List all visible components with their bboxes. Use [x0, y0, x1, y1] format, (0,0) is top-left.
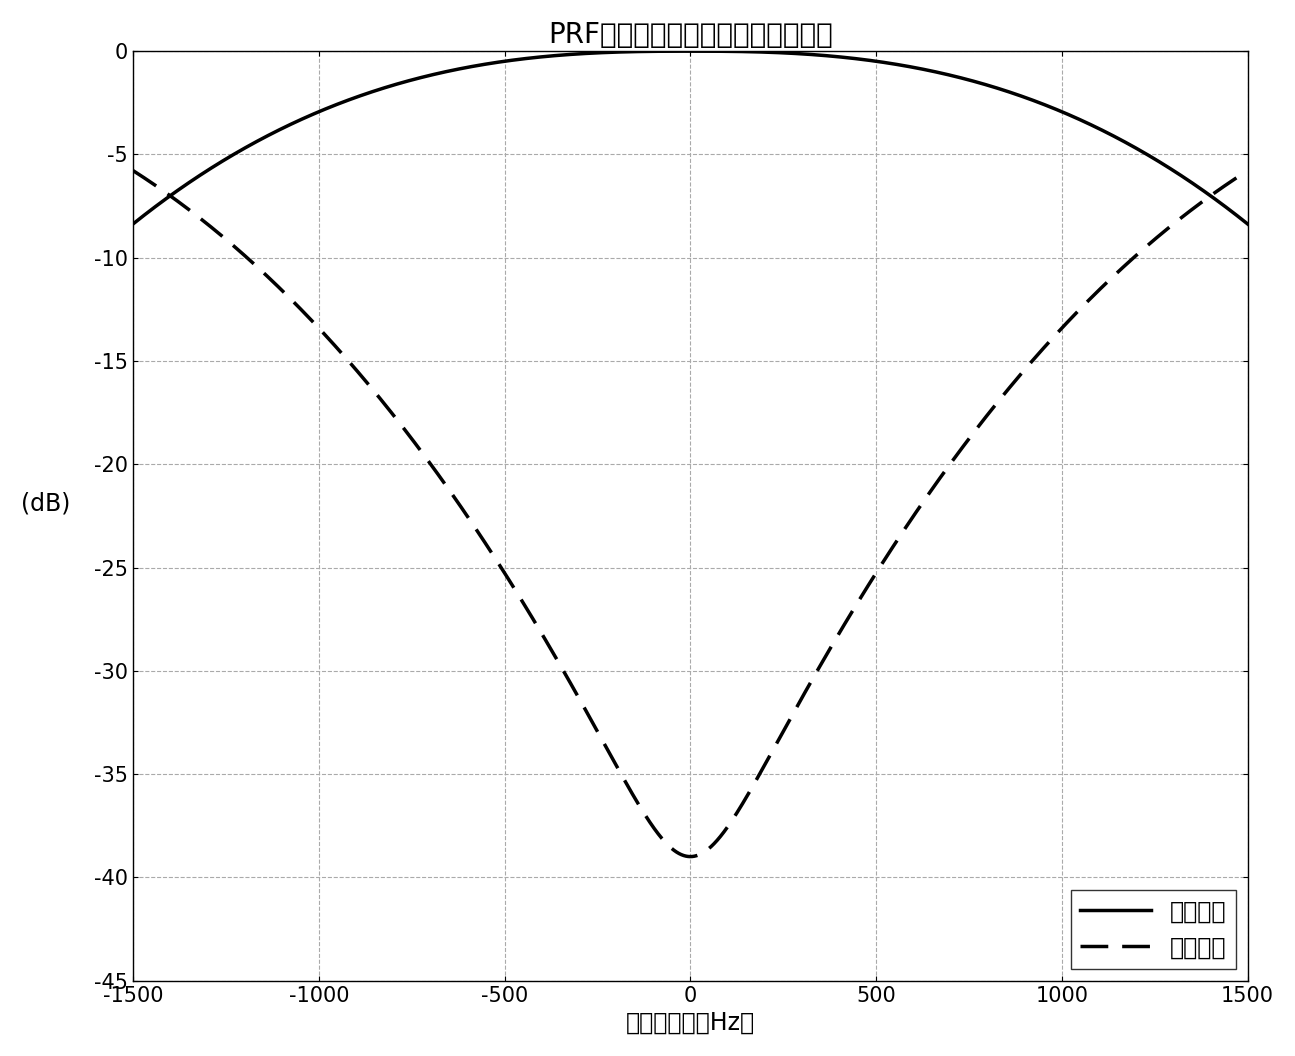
主瓣信号	[1239, 218, 1255, 230]
X-axis label: 多普勒频率（Hz）: 多普勒频率（Hz）	[625, 1012, 755, 1035]
Line: 模糊信号: 模糊信号	[133, 171, 1247, 856]
模糊信号	[796, 687, 812, 700]
模糊信号	[953, 444, 969, 456]
主瓣信号	[394, 76, 409, 89]
模糊信号	[394, 418, 409, 431]
主瓣信号	[796, 48, 812, 60]
Legend: 主瓣信号, 模糊信号: 主瓣信号, 模糊信号	[1071, 890, 1235, 969]
主瓣信号	[953, 72, 969, 84]
主瓣信号	[126, 218, 141, 230]
Title: PRF内天线主瓣信号及模糊信号分布: PRF内天线主瓣信号及模糊信号分布	[548, 21, 833, 49]
模糊信号	[1239, 165, 1255, 177]
模糊信号	[126, 165, 141, 177]
模糊信号	[552, 658, 567, 671]
模糊信号	[201, 219, 216, 231]
模糊信号	[730, 805, 746, 817]
主瓣信号	[201, 164, 216, 176]
主瓣信号	[552, 49, 567, 61]
Line: 主瓣信号: 主瓣信号	[133, 51, 1247, 224]
主瓣信号	[730, 45, 746, 58]
模糊信号	[682, 850, 698, 863]
主瓣信号	[682, 44, 698, 57]
Y-axis label: (dB): (dB)	[21, 492, 70, 516]
